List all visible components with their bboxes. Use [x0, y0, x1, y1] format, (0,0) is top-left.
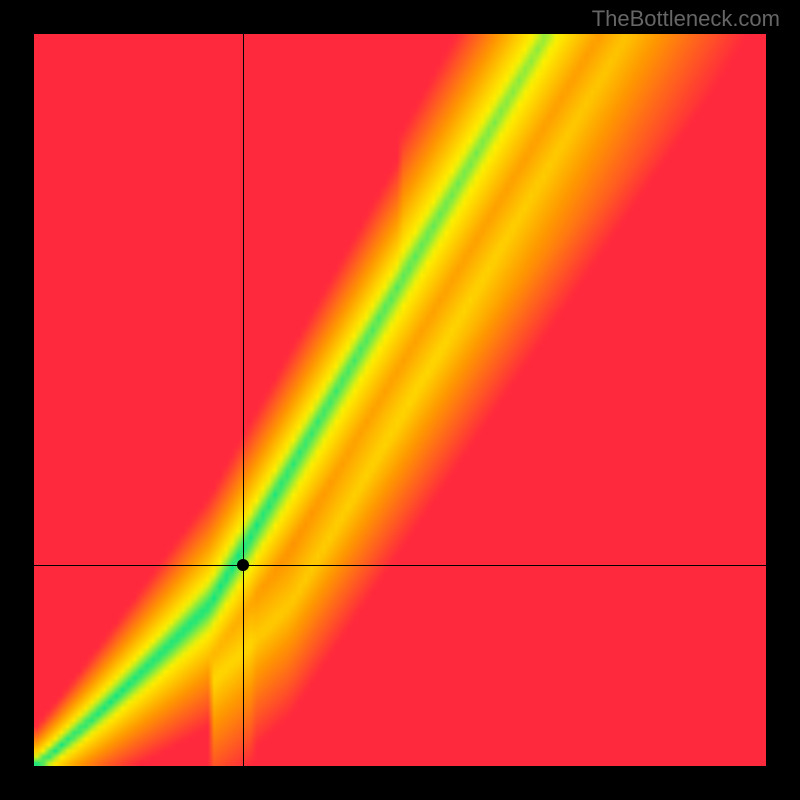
crosshair-marker [237, 559, 249, 571]
heatmap-canvas [34, 34, 766, 766]
watermark-text: TheBottleneck.com [592, 6, 780, 32]
crosshair-horizontal [34, 565, 766, 566]
heatmap-plot [34, 34, 766, 766]
crosshair-vertical [243, 34, 244, 766]
